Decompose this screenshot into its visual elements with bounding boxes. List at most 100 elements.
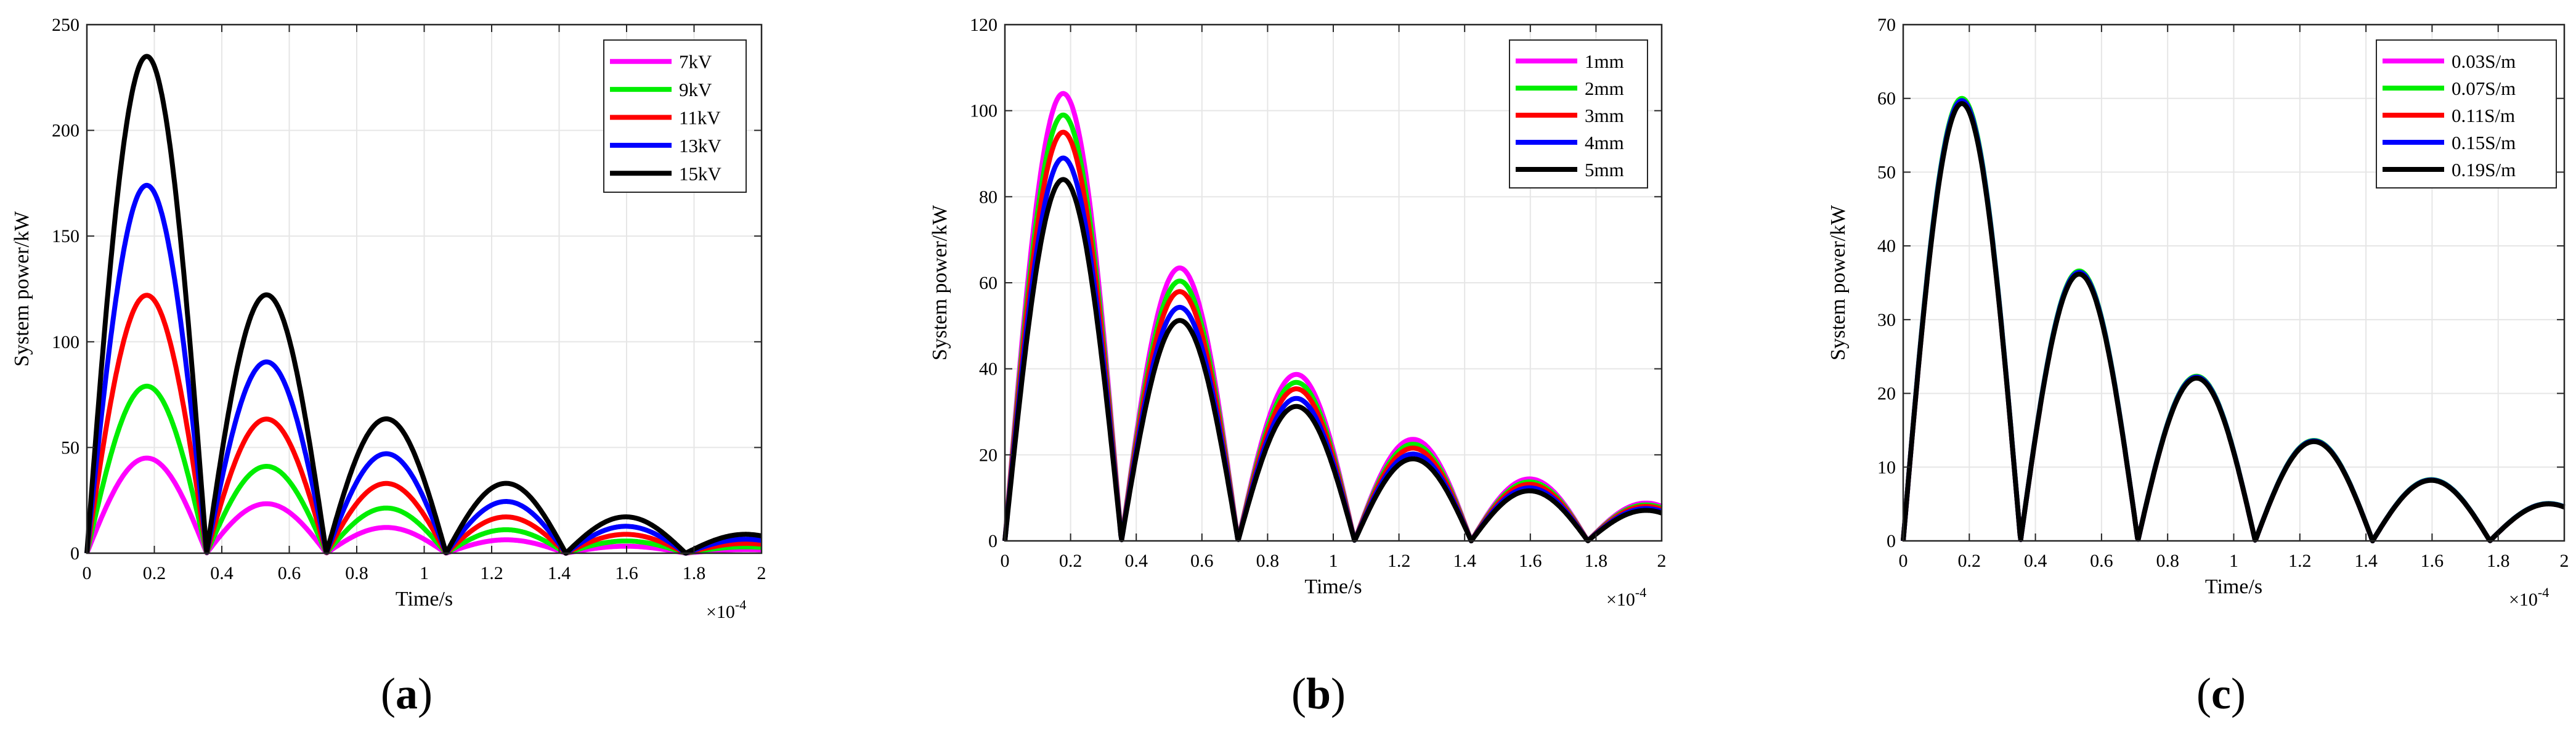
legend: 0.03S/m 0.07S/m 0.11S/m 0.15S/m 0.19S/m	[2376, 39, 2557, 189]
x-tick-label: 1	[420, 563, 429, 583]
series-line-9kV	[84, 383, 763, 556]
x-tick-label: 0.2	[1958, 551, 1981, 571]
y-tick-label: 20	[1877, 384, 1896, 404]
chart-panel-c: 0 0.2 0.4 0.6 0.8 1 1.2 1.4 1.6 1.8 20102030405060…	[1827, 15, 2569, 718]
legend-label: 0.11S/m	[2452, 105, 2515, 126]
chart-panel-b: 0 0.2 0.4 0.6 0.8 1 1.2 1.4 1.6 1.8 20204060801001…	[928, 15, 1667, 718]
x-tick-label: 1.6	[1519, 551, 1542, 571]
panel-label-letter: a	[396, 669, 418, 718]
y-tick-label: 100	[52, 332, 79, 352]
panel-label-open-paren: (	[1291, 669, 1306, 718]
x-tick-label: 2	[1657, 551, 1667, 571]
panel-label-open-paren: (	[2196, 669, 2211, 718]
tick-marks	[1004, 24, 1662, 541]
x-tick-label: 0.6	[278, 563, 301, 583]
x-tick-label: 0.8	[1256, 551, 1280, 571]
legend: 7kV 9kV 11kV 13kV 15kV	[603, 39, 747, 193]
y-tick-label: 100	[970, 101, 997, 121]
y-tick-label: 40	[979, 359, 997, 379]
x-exponent-label: ×10-4	[706, 597, 746, 622]
panel-label-letter: b	[1306, 669, 1331, 718]
panel-label: (b)	[1291, 669, 1346, 718]
x-tick-label: 0	[1899, 551, 1908, 571]
y-tick-label: 60	[1877, 89, 1896, 109]
x-exponent-power: -4	[2538, 585, 2549, 600]
y-tick-label: 200	[52, 121, 79, 141]
panel-label: (c)	[2196, 669, 2246, 718]
x-exponent-power: -4	[735, 597, 746, 612]
x-tick-label: 1	[1329, 551, 1338, 571]
x-tick-label: 1.4	[1453, 551, 1476, 571]
legend-label: 15kV	[679, 163, 722, 184]
y-tick-label: 30	[1877, 310, 1896, 330]
tick-marks	[1903, 24, 2565, 541]
legend-label: 3mm	[1585, 105, 1624, 126]
y-tick-label: 250	[52, 15, 79, 35]
x-tick-label: 0.8	[2156, 551, 2179, 571]
y-axis-label: System power/kW	[928, 205, 951, 360]
x-tick-label: 1.2	[2288, 551, 2312, 571]
x-axis-label: Time/s	[2205, 575, 2262, 598]
series-line-5mm	[1002, 177, 1664, 543]
y-tick-label: 50	[1877, 162, 1896, 182]
chart-panel-a: 0 0.2 0.4 0.6 0.8 1 1.2 1.4 1.6 1.8 2 0 50 100 150 200 2…	[10, 15, 766, 718]
y-tick-label: 80	[979, 187, 997, 207]
y-tick-label: 0	[1887, 531, 1896, 551]
x-tick-label: 1	[2229, 551, 2238, 571]
x-tick-label: 2	[757, 563, 766, 583]
x-axis-label: Time/s	[396, 588, 453, 610]
x-exponent-base: ×10	[2509, 590, 2538, 610]
legend: 1mm 2mm 3mm 4mm 5mm	[1509, 39, 1648, 189]
x-tick-label: 1.6	[615, 563, 638, 583]
y-tick-label: 150	[52, 226, 79, 246]
x-tick-label: 1.4	[2354, 551, 2378, 571]
series-line-15kV	[84, 54, 763, 556]
panel-label-close-paren: )	[1331, 669, 1346, 718]
legend-label: 11kV	[679, 107, 721, 129]
x-tick-label: 0.2	[1059, 551, 1083, 571]
x-tick-label: 0.4	[1124, 551, 1148, 571]
legend-label: 9kV	[679, 79, 712, 100]
x-tick-label: 1.2	[480, 563, 503, 583]
x-tick-label: 0.2	[143, 563, 166, 583]
series-group	[1002, 91, 1664, 543]
panel-label-letter: c	[2211, 669, 2231, 718]
x-tick-label: 0	[83, 563, 92, 583]
series-group	[84, 54, 763, 556]
x-tick-label: 1.6	[2421, 551, 2444, 571]
x-tick-label: 1.4	[548, 563, 571, 583]
panel-label-close-paren: )	[2231, 669, 2246, 718]
x-exponent-label: ×10-4	[1606, 585, 1646, 610]
legend-label: 0.07S/m	[2452, 78, 2516, 99]
series-line-0.19S/m	[1901, 101, 2566, 543]
x-exponent-base: ×10	[706, 602, 735, 622]
y-tick-label: 0	[70, 543, 79, 564]
legend-label: 7kV	[679, 51, 712, 73]
y-tick-label: 70	[1877, 15, 1896, 35]
y-tick-label: 0	[988, 531, 997, 551]
legend-label: 5mm	[1585, 159, 1624, 180]
y-tick-label: 120	[970, 15, 997, 35]
y-tick-label: 40	[1877, 236, 1896, 256]
y-axis-label: System power/kW	[1827, 205, 1850, 360]
x-tick-label: 0.6	[1190, 551, 1214, 571]
legend-label: 1mm	[1585, 51, 1624, 72]
y-tick-label: 10	[1877, 457, 1896, 477]
x-tick-label: 0.8	[345, 563, 368, 583]
x-tick-label: 0.4	[2024, 551, 2047, 571]
tick-marks	[86, 24, 762, 554]
y-tick-label: 50	[61, 437, 79, 458]
x-tick-label: 1.8	[2487, 551, 2510, 571]
x-axis-label: Time/s	[1304, 575, 1362, 598]
y-tick-label: 20	[979, 445, 997, 465]
x-tick-label: 0.6	[2090, 551, 2113, 571]
legend-label: 13kV	[679, 135, 722, 156]
x-exponent-power: -4	[1635, 585, 1646, 600]
y-tick-label: 60	[979, 273, 997, 293]
panel-label-close-paren: )	[418, 669, 433, 718]
y-axis-label: System power/kW	[10, 211, 33, 367]
x-tick-label: 0.4	[210, 563, 234, 583]
panel-label: (a)	[381, 669, 433, 718]
series-line-7kV	[84, 455, 763, 556]
x-tick-label: 1.8	[683, 563, 706, 583]
